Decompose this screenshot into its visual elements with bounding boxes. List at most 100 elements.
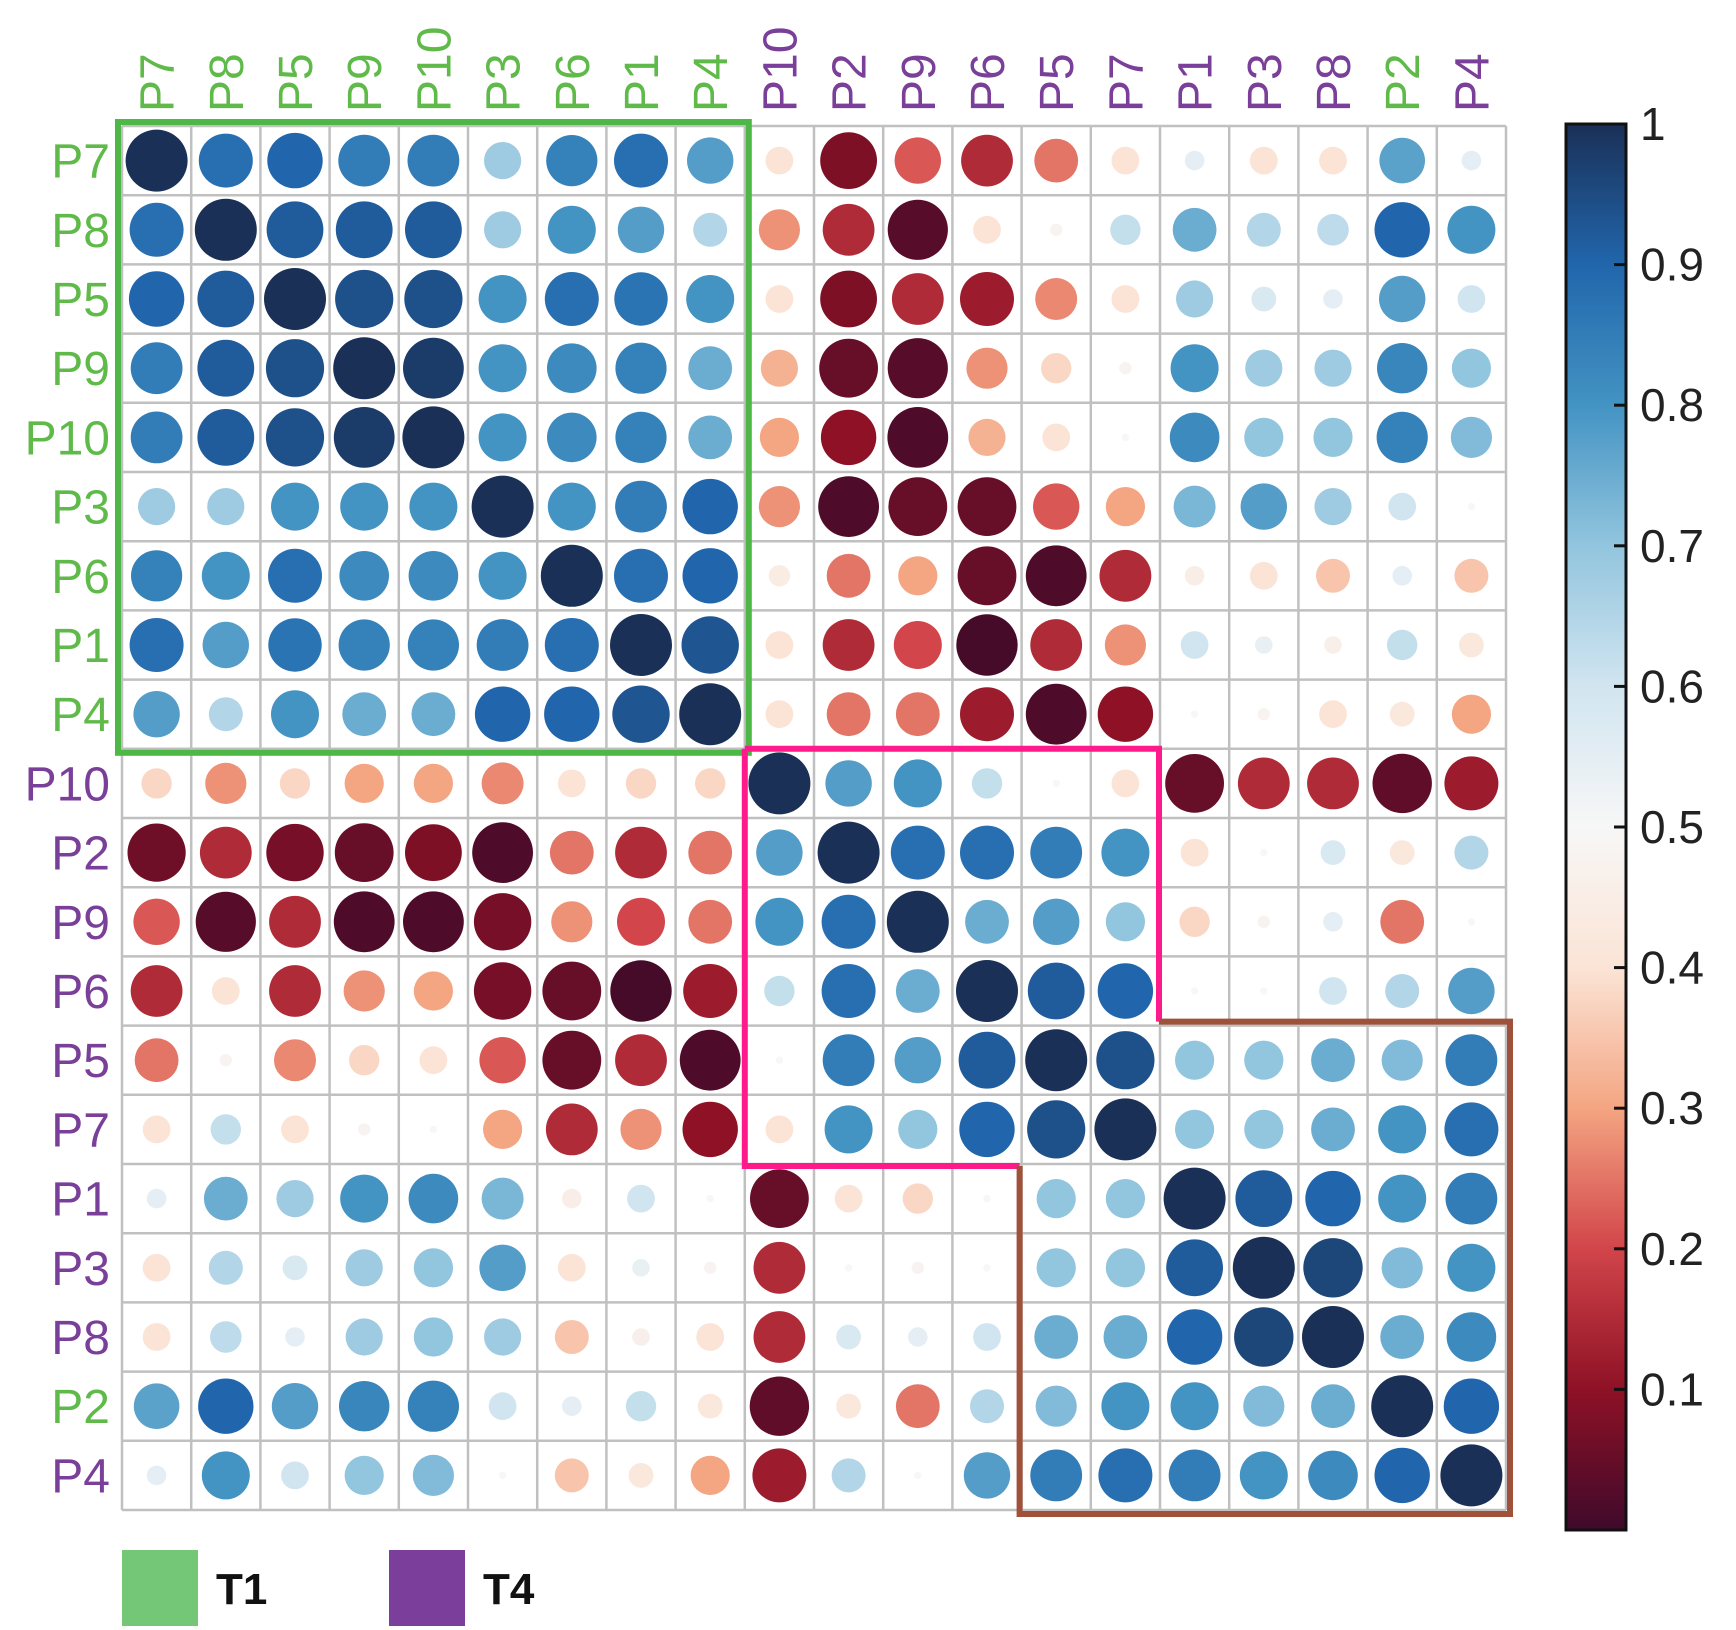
- heatmap-cell-19-1: [201, 1451, 250, 1500]
- heatmap-cell-9-14: [1111, 769, 1140, 798]
- row-label: P8: [51, 205, 110, 258]
- heatmap-cell-5-10: [818, 476, 879, 537]
- heatmap-cell-2-13: [1035, 278, 1078, 320]
- group-legend: T1 T4: [122, 1550, 535, 1626]
- heatmap-cell-12-14: [1097, 963, 1154, 1019]
- heatmap-cell-1-17: [1317, 214, 1349, 246]
- legend-swatch-T4: [389, 1550, 465, 1626]
- heatmap-cell-5-4: [409, 482, 458, 531]
- heatmap-cell-11-8: [688, 899, 733, 944]
- row-label: P4: [51, 1450, 110, 1503]
- heatmap-cell-4-1: [197, 409, 255, 466]
- heatmap-cell-13-13: [1025, 1029, 1088, 1092]
- heatmap-cell-1-0: [129, 202, 184, 257]
- heatmap-cell-17-6: [554, 1320, 589, 1354]
- heatmap-cell-3-1: [197, 339, 255, 397]
- heatmap-cell-4-7: [615, 411, 667, 463]
- heatmap-cell-0-11: [894, 137, 941, 184]
- heatmap-cell-14-5: [483, 1109, 523, 1149]
- heatmap-cell-12-8: [683, 964, 738, 1018]
- heatmap-cell-16-0: [142, 1253, 171, 1282]
- heatmap-cell-13-14: [1096, 1031, 1155, 1090]
- heatmap-cell-9-0: [141, 768, 172, 799]
- heatmap-cell-11-12: [965, 899, 1009, 944]
- heatmap-cell-11-19: [1467, 918, 1476, 926]
- heatmap-cell-15-17: [1305, 1170, 1361, 1227]
- heatmap-cell-6-3: [339, 551, 390, 601]
- heatmap-cell-1-11: [887, 199, 948, 260]
- heatmap-cell-0-5: [484, 142, 522, 180]
- heatmap-cell-2-10: [820, 270, 877, 328]
- heatmap-cell-16-16: [1232, 1236, 1295, 1299]
- heatmap-cell-3-4: [403, 337, 464, 399]
- heatmap-cell-0-6: [546, 135, 598, 187]
- heatmap-cell-4-8: [688, 415, 733, 460]
- heatmap-cell-15-11: [902, 1183, 933, 1214]
- heatmap-cell-5-15: [1173, 485, 1216, 528]
- heatmap-cell-15-16: [1235, 1170, 1293, 1227]
- heatmap-cell-12-17: [1319, 977, 1347, 1005]
- heatmap-cell-6-1: [201, 551, 250, 600]
- heatmap-cell-11-18: [1380, 899, 1425, 944]
- heatmap-cell-16-3: [345, 1249, 383, 1287]
- heatmap-cell-16-12: [983, 1264, 991, 1272]
- heatmap-cell-7-16: [1255, 636, 1273, 654]
- heatmap-cell-11-7: [617, 897, 665, 946]
- heatmap-cell-18-4: [407, 1380, 459, 1432]
- heatmap-cell-16-11: [911, 1261, 924, 1275]
- heatmap-cell-14-10: [824, 1105, 873, 1154]
- heatmap-cell-1-16: [1246, 212, 1281, 247]
- heatmap-cell-2-6: [544, 272, 599, 326]
- heatmap-cell-2-15: [1176, 280, 1214, 318]
- heatmap-cell-14-3: [358, 1123, 371, 1136]
- heatmap-cell-17-12: [973, 1323, 1001, 1351]
- heatmap-cell-18-0: [133, 1383, 180, 1429]
- heatmap-cell-7-9: [765, 631, 794, 659]
- heatmap-cell-16-9: [753, 1241, 806, 1294]
- heatmap-cell-6-14: [1099, 549, 1152, 602]
- colorbar-tick-label: 0.4: [1640, 942, 1704, 994]
- heatmap-cell-18-8: [697, 1393, 723, 1419]
- heatmap-cell-1-18: [1374, 202, 1430, 258]
- heatmap-cell-18-7: [625, 1391, 657, 1422]
- row-label: P9: [51, 897, 110, 950]
- heatmap-cell-14-12: [959, 1101, 1015, 1158]
- heatmap-cell-10-8: [688, 830, 733, 875]
- column-label: P2: [824, 53, 877, 112]
- heatmap-cell-19-5: [498, 1471, 507, 1480]
- heatmap-cell-18-6: [562, 1396, 582, 1416]
- heatmap-cell-18-14: [1101, 1382, 1150, 1431]
- heatmap-cell-11-10: [821, 894, 876, 949]
- heatmap-cell-6-8: [682, 548, 738, 604]
- heatmap-cell-13-0: [134, 1038, 179, 1083]
- heatmap-cell-10-1: [199, 826, 252, 879]
- heatmap-cell-14-2: [281, 1115, 309, 1144]
- heatmap-cell-13-11: [894, 1037, 941, 1084]
- heatmap-cell-12-3: [343, 970, 385, 1012]
- heatmap-cell-17-11: [908, 1327, 928, 1347]
- column-label: P6: [547, 53, 600, 112]
- heatmap-cell-14-15: [1175, 1109, 1215, 1149]
- heatmap-cell-0-16: [1249, 146, 1278, 175]
- heatmap-cell-10-14: [1101, 828, 1150, 877]
- heatmap-cell-17-5: [484, 1318, 522, 1356]
- heatmap-cell-2-18: [1379, 275, 1426, 323]
- heatmap-cell-1-1: [194, 198, 257, 261]
- heatmap-cell-11-14: [1105, 902, 1145, 942]
- heatmap-cell-12-11: [895, 969, 940, 1013]
- heatmap-cell-8-12: [960, 687, 1014, 742]
- heatmap-cell-4-13: [1042, 423, 1071, 452]
- heatmap-cell-17-16: [1234, 1307, 1294, 1367]
- heatmap-cell-12-2: [269, 965, 321, 1017]
- heatmap-cell-12-9: [764, 975, 795, 1007]
- row-label: P7: [51, 136, 110, 189]
- heatmap-cell-18-5: [488, 1392, 517, 1421]
- heatmap-cell-13-9: [775, 1056, 784, 1064]
- heatmap-cell-9-5: [481, 762, 524, 805]
- heatmap-cell-19-10: [831, 1458, 866, 1493]
- heatmap-cell-13-19: [1445, 1034, 1498, 1087]
- heatmap-cell-2-7: [614, 272, 668, 326]
- heatmap-cell-5-18: [1388, 492, 1417, 521]
- heatmap-cell-11-2: [269, 895, 321, 948]
- heatmap-cell-11-3: [333, 891, 395, 953]
